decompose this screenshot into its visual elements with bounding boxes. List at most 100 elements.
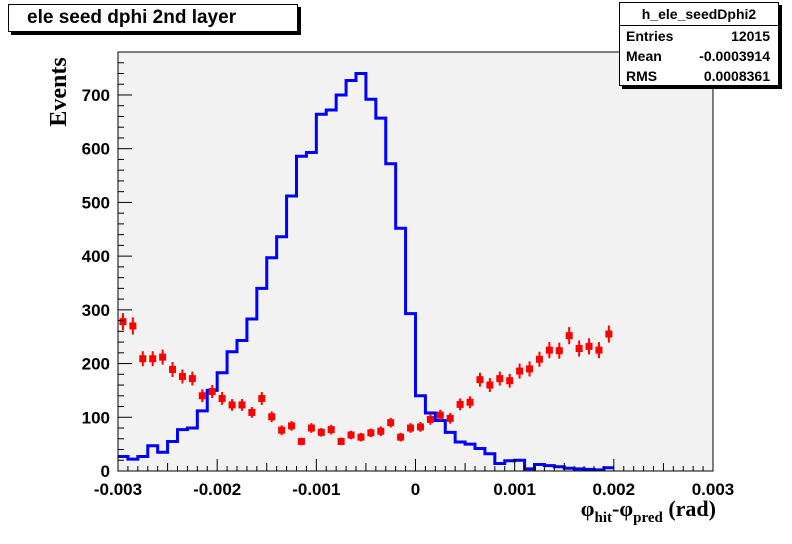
- histogram-series: [118, 71, 614, 472]
- stats-row-mean: Mean -0.0003914: [620, 46, 778, 66]
- point-marker: [466, 398, 474, 406]
- point-marker: [426, 415, 434, 423]
- data-point: [198, 389, 206, 403]
- point-marker: [347, 431, 355, 439]
- data-point: [595, 342, 603, 359]
- x-axis-title: φhit-φpred (rad): [581, 496, 716, 526]
- point-marker: [258, 394, 266, 402]
- stats-histogram-name: h_ele_seedDphi2: [620, 3, 778, 26]
- x-tick-label: 0.002: [593, 480, 636, 499]
- point-marker: [516, 367, 524, 375]
- x-tick-label: -0.003: [94, 480, 142, 499]
- data-point: [545, 342, 553, 359]
- point-marker: [159, 353, 167, 361]
- point-marker: [288, 422, 296, 430]
- point-marker: [456, 400, 464, 408]
- data-point: [466, 396, 474, 409]
- data-point: [506, 373, 514, 388]
- data-point: [178, 369, 186, 384]
- data-point: [416, 422, 424, 432]
- data-point: [337, 437, 345, 446]
- data-point: [526, 361, 534, 377]
- data-point: [149, 351, 157, 367]
- point-marker: [119, 318, 127, 326]
- point-marker: [228, 401, 236, 409]
- data-point: [486, 378, 494, 393]
- stats-label: RMS: [626, 68, 658, 84]
- x-tick-label: 0: [411, 480, 420, 499]
- data-point: [327, 424, 335, 435]
- data-point: [347, 430, 355, 440]
- data-point: [575, 340, 583, 357]
- y-tick-label: 600: [82, 140, 110, 159]
- data-points-series: [119, 313, 613, 446]
- point-marker: [605, 330, 613, 338]
- axes: -0.003 -0.002 -0.001 0 0.001 0.002 0.003 0 100 20…: [82, 51, 735, 499]
- data-point: [218, 392, 226, 405]
- point-marker: [357, 433, 365, 441]
- stats-box: h_ele_seedDphi2 Entries 12015 Mean -0.00…: [619, 2, 779, 86]
- data-point: [129, 317, 137, 335]
- y-tick-label: 200: [82, 355, 110, 374]
- data-point: [119, 313, 127, 331]
- point-marker: [416, 423, 424, 431]
- y-tick-label: 100: [82, 408, 110, 427]
- data-point: [228, 399, 236, 411]
- y-tick-label: 300: [82, 301, 110, 320]
- point-marker: [248, 408, 256, 416]
- point-marker: [496, 375, 504, 383]
- point-marker: [337, 437, 345, 445]
- data-point: [516, 363, 524, 379]
- stats-label: Mean: [626, 48, 662, 64]
- point-marker: [535, 355, 543, 363]
- point-marker: [446, 414, 454, 422]
- data-point: [605, 325, 613, 343]
- x-tick-label: -0.001: [292, 480, 340, 499]
- y-tick-label: 500: [82, 193, 110, 212]
- data-point: [426, 414, 434, 425]
- point-marker: [129, 322, 137, 330]
- point-marker: [377, 427, 385, 435]
- point-marker: [178, 372, 186, 380]
- data-point: [555, 342, 563, 359]
- point-marker: [317, 428, 325, 436]
- stats-row-entries: Entries 12015: [620, 26, 778, 46]
- histogram-line: [118, 71, 614, 472]
- point-marker: [268, 413, 276, 421]
- data-point: [456, 398, 464, 411]
- y-tick-label: 400: [82, 247, 110, 266]
- data-point: [387, 417, 395, 428]
- stats-row-rms: RMS 0.0008361: [620, 66, 778, 86]
- stats-value: 12015: [731, 28, 770, 44]
- point-marker: [565, 332, 573, 340]
- point-marker: [575, 345, 583, 353]
- data-point: [238, 399, 246, 411]
- point-marker: [476, 376, 484, 384]
- data-point: [268, 411, 276, 423]
- data-point: [208, 385, 216, 398]
- data-point: [258, 392, 266, 405]
- data-point: [565, 327, 573, 345]
- point-marker: [278, 426, 286, 434]
- data-point: [288, 421, 296, 431]
- point-marker: [238, 401, 246, 409]
- plot-frame: [117, 51, 714, 472]
- stats-value: -0.0003914: [699, 48, 770, 64]
- data-point: [297, 437, 305, 446]
- data-point: [307, 423, 315, 433]
- data-point: [496, 371, 504, 386]
- data-point: [317, 428, 325, 437]
- data-point: [139, 351, 147, 367]
- point-marker: [545, 346, 553, 354]
- point-marker: [139, 355, 147, 363]
- x-tick-label: 0.003: [692, 480, 735, 499]
- point-marker: [397, 433, 405, 441]
- x-tick-label: -0.002: [193, 480, 241, 499]
- data-point: [407, 423, 415, 433]
- data-point: [585, 338, 593, 355]
- point-marker: [307, 424, 315, 432]
- point-marker: [506, 377, 514, 385]
- stats-value: 0.0008361: [703, 68, 770, 84]
- data-point: [278, 425, 286, 436]
